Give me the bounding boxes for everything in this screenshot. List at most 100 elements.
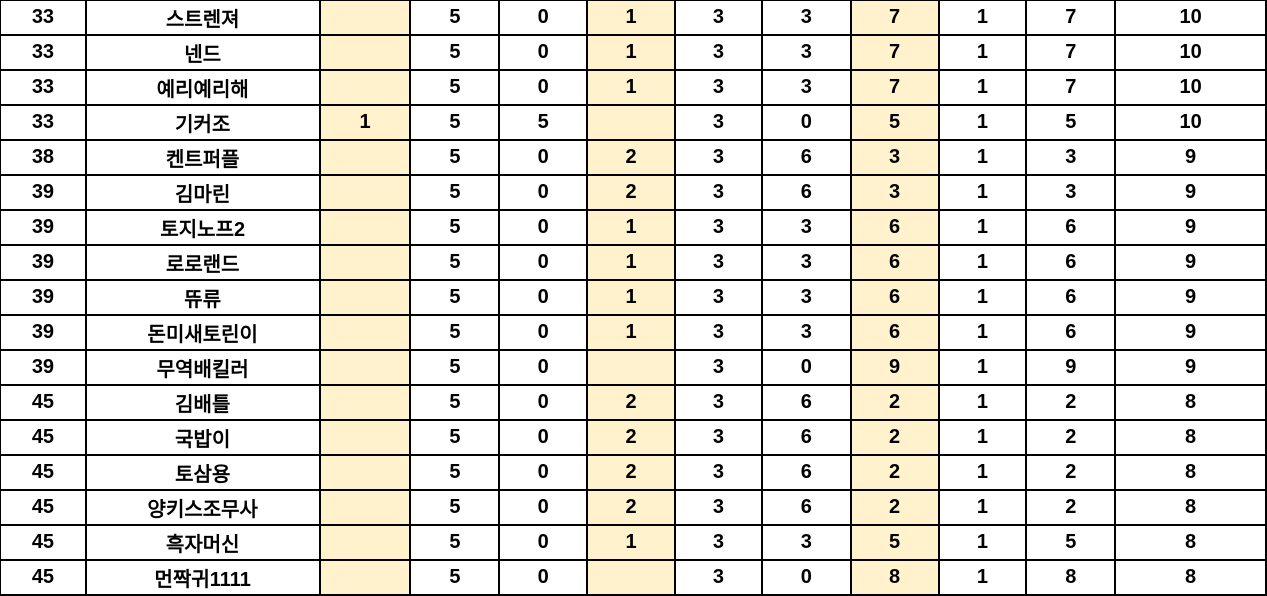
value-cell[interactable]: 3 — [760, 244, 852, 281]
value-cell[interactable]: 6 — [760, 174, 852, 211]
value-cell[interactable]: 0 — [498, 139, 589, 176]
value-cell[interactable]: 3 — [673, 524, 763, 561]
value-cell[interactable] — [318, 244, 412, 281]
value-cell[interactable]: 3 — [760, 524, 852, 561]
value-cell[interactable]: 1 — [586, 279, 676, 316]
value-cell[interactable] — [318, 209, 412, 246]
name-cell[interactable]: 먼짝귀1111 — [84, 559, 321, 596]
rank-cell[interactable]: 45 — [0, 559, 87, 596]
value-cell[interactable]: 2 — [586, 384, 676, 421]
value-cell[interactable]: 9 — [1114, 244, 1267, 281]
value-cell[interactable]: 1 — [586, 244, 676, 281]
value-cell[interactable]: 1 — [937, 104, 1028, 141]
rank-cell[interactable]: 39 — [0, 314, 87, 351]
value-cell[interactable]: 6 — [1025, 279, 1117, 316]
value-cell[interactable]: 2 — [586, 454, 676, 491]
value-cell[interactable]: 6 — [1025, 244, 1117, 281]
value-cell[interactable]: 2 — [586, 489, 676, 526]
value-cell[interactable]: 1 — [937, 244, 1028, 281]
value-cell[interactable]: 2 — [849, 384, 940, 421]
value-cell[interactable]: 10 — [1114, 34, 1267, 71]
value-cell[interactable] — [318, 314, 412, 351]
value-cell[interactable]: 1 — [937, 489, 1028, 526]
value-cell[interactable]: 10 — [1114, 0, 1267, 36]
value-cell[interactable]: 3 — [673, 174, 763, 211]
value-cell[interactable]: 1 — [937, 174, 1028, 211]
name-cell[interactable]: 기커조 — [84, 104, 321, 141]
value-cell[interactable]: 3 — [673, 314, 763, 351]
value-cell[interactable]: 7 — [1025, 69, 1117, 106]
value-cell[interactable]: 6 — [849, 314, 940, 351]
rank-cell[interactable]: 39 — [0, 209, 87, 246]
value-cell[interactable]: 1 — [937, 209, 1028, 246]
value-cell[interactable]: 6 — [1025, 209, 1117, 246]
value-cell[interactable]: 5 — [409, 0, 501, 36]
value-cell[interactable]: 1 — [937, 69, 1028, 106]
value-cell[interactable]: 1 — [937, 419, 1028, 456]
name-cell[interactable]: 토지노프2 — [84, 209, 321, 246]
value-cell[interactable]: 3 — [673, 209, 763, 246]
value-cell[interactable]: 8 — [1114, 419, 1267, 456]
value-cell[interactable]: 5 — [409, 489, 501, 526]
value-cell[interactable]: 0 — [498, 524, 589, 561]
value-cell[interactable]: 5 — [409, 244, 501, 281]
value-cell[interactable]: 3 — [673, 104, 763, 141]
value-cell[interactable]: 2 — [586, 174, 676, 211]
name-cell[interactable]: 로로랜드 — [84, 244, 321, 281]
value-cell[interactable]: 3 — [760, 0, 852, 36]
rank-cell[interactable]: 45 — [0, 419, 87, 456]
value-cell[interactable]: 1 — [937, 349, 1028, 386]
value-cell[interactable]: 0 — [498, 244, 589, 281]
value-cell[interactable]: 7 — [1025, 34, 1117, 71]
value-cell[interactable] — [318, 384, 412, 421]
value-cell[interactable]: 8 — [1114, 524, 1267, 561]
value-cell[interactable]: 3 — [673, 69, 763, 106]
value-cell[interactable]: 6 — [760, 489, 852, 526]
value-cell[interactable]: 6 — [849, 209, 940, 246]
rank-cell[interactable]: 33 — [0, 69, 87, 106]
value-cell[interactable]: 2 — [586, 419, 676, 456]
value-cell[interactable]: 3 — [673, 0, 763, 36]
value-cell[interactable]: 3 — [760, 34, 852, 71]
value-cell[interactable]: 9 — [1025, 349, 1117, 386]
value-cell[interactable]: 5 — [849, 524, 940, 561]
value-cell[interactable]: 1 — [586, 34, 676, 71]
value-cell[interactable]: 1 — [937, 139, 1028, 176]
value-cell[interactable]: 2 — [1025, 454, 1117, 491]
value-cell[interactable] — [318, 279, 412, 316]
value-cell[interactable] — [318, 489, 412, 526]
value-cell[interactable]: 1 — [586, 0, 676, 36]
value-cell[interactable]: 5 — [498, 104, 589, 141]
value-cell[interactable]: 0 — [498, 349, 589, 386]
name-cell[interactable]: 김배틀 — [84, 384, 321, 421]
name-cell[interactable]: 돈미새토린이 — [84, 314, 321, 351]
value-cell[interactable]: 0 — [498, 489, 589, 526]
value-cell[interactable]: 0 — [760, 559, 852, 596]
value-cell[interactable]: 6 — [760, 139, 852, 176]
value-cell[interactable]: 7 — [1025, 0, 1117, 36]
value-cell[interactable]: 6 — [849, 279, 940, 316]
name-cell[interactable]: 예리예리해 — [84, 69, 321, 106]
value-cell[interactable]: 1 — [937, 454, 1028, 491]
rank-cell[interactable]: 33 — [0, 0, 87, 36]
value-cell[interactable]: 5 — [409, 419, 501, 456]
value-cell[interactable] — [318, 524, 412, 561]
value-cell[interactable]: 1 — [586, 524, 676, 561]
value-cell[interactable]: 3 — [849, 139, 940, 176]
value-cell[interactable] — [586, 104, 676, 141]
value-cell[interactable]: 5 — [409, 139, 501, 176]
value-cell[interactable]: 3 — [673, 34, 763, 71]
value-cell[interactable]: 10 — [1114, 69, 1267, 106]
value-cell[interactable]: 9 — [1114, 279, 1267, 316]
value-cell[interactable]: 3 — [760, 314, 852, 351]
value-cell[interactable]: 5 — [409, 69, 501, 106]
value-cell[interactable] — [318, 69, 412, 106]
value-cell[interactable]: 1 — [937, 559, 1028, 596]
value-cell[interactable]: 8 — [1114, 454, 1267, 491]
value-cell[interactable]: 0 — [498, 0, 589, 36]
value-cell[interactable]: 3 — [849, 174, 940, 211]
value-cell[interactable]: 6 — [1025, 314, 1117, 351]
value-cell[interactable]: 1 — [937, 34, 1028, 71]
name-cell[interactable]: 국밥이 — [84, 419, 321, 456]
value-cell[interactable]: 3 — [760, 279, 852, 316]
